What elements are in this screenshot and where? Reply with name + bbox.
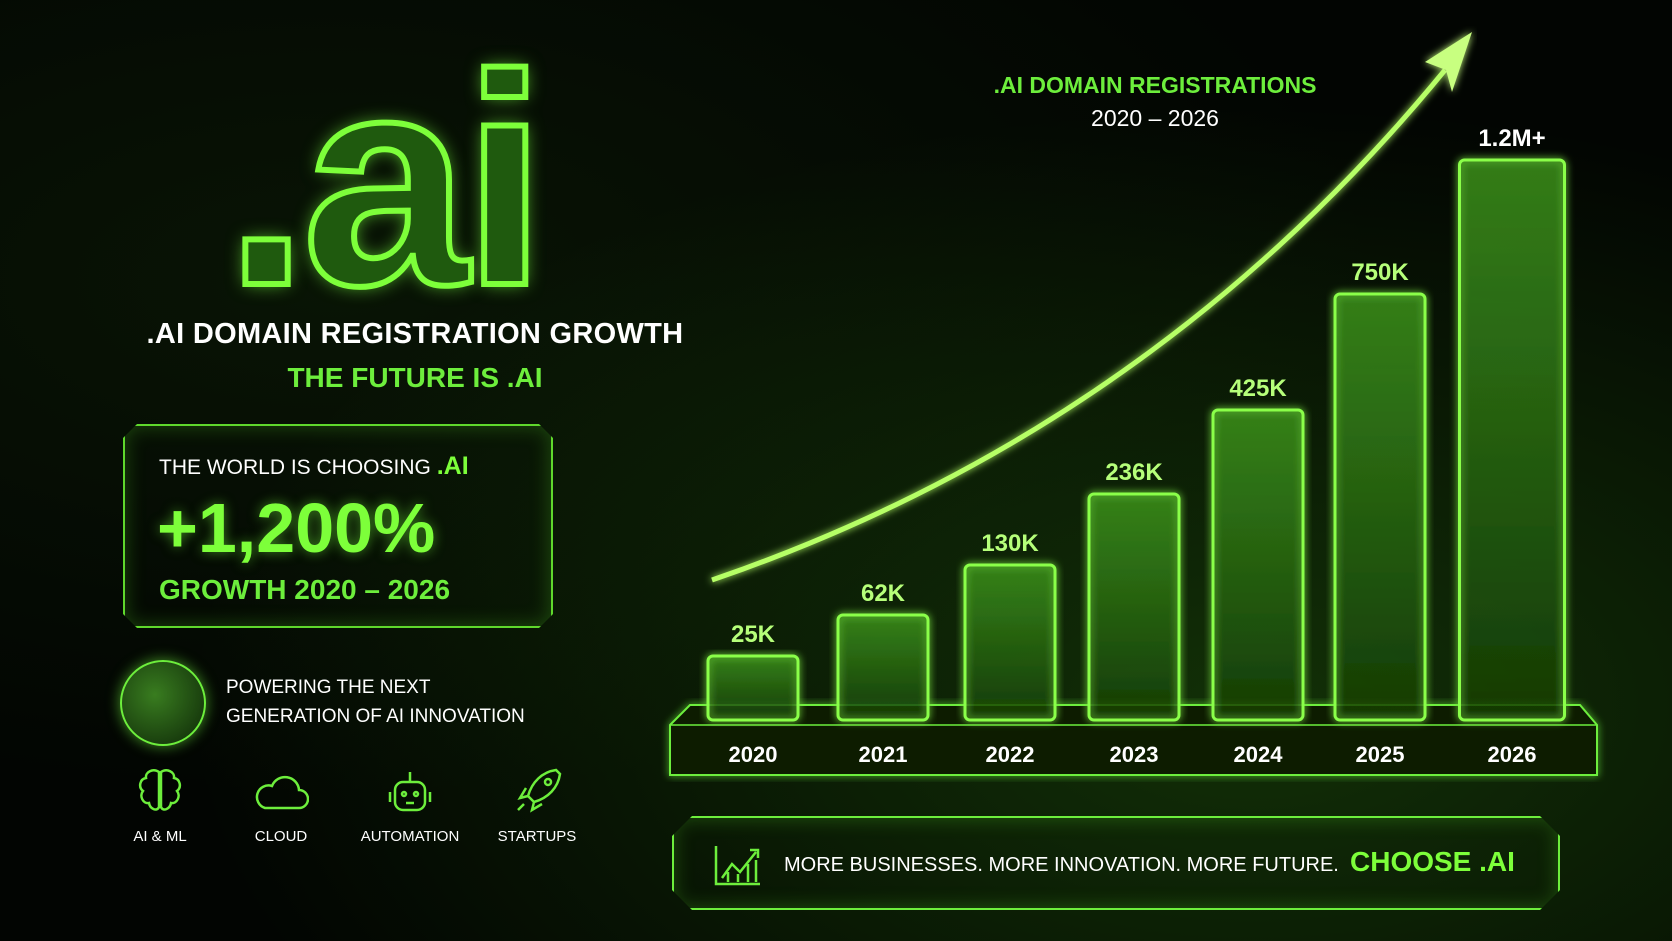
data-label-2026: 1.2M+ xyxy=(1478,125,1545,152)
category-ai-ml: AI & ML xyxy=(95,768,225,845)
year-label-2025: 2025 xyxy=(1356,742,1405,767)
category-startups: STARTUPS xyxy=(472,768,602,845)
bar-2026 xyxy=(1458,158,1566,722)
category-cloud: CLOUD xyxy=(216,768,346,845)
bar-2021 xyxy=(836,613,930,722)
trend-arrow-head xyxy=(1425,32,1472,92)
category-label: CLOUD xyxy=(254,828,308,845)
year-label-2026: 2026 xyxy=(1488,742,1537,767)
category-label: AUTOMATION xyxy=(360,828,460,845)
ai-logo: .ai xyxy=(222,12,550,348)
stat-caption: GROWTH 2020 – 2026 xyxy=(159,574,451,605)
chart-subtitle: 2020 – 2026 xyxy=(1091,105,1219,131)
banner-text: MORE BUSINESSES. MORE INNOVATION. MORE F… xyxy=(784,854,1339,876)
data-label-2020: 25K xyxy=(731,621,776,648)
category-automation: AUTOMATION xyxy=(345,768,475,845)
data-label-2021: 62K xyxy=(861,580,906,607)
trend-arrow xyxy=(711,68,1447,583)
bars-group: 25K 2020 62K 2021 130K 2022 236K 2023 425K 2024 75… xyxy=(706,125,1566,767)
data-label-2025: 750K xyxy=(1351,259,1409,286)
powering-line2: GENERATION OF AI INNOVATION xyxy=(226,706,525,727)
data-label-2024: 425K xyxy=(1229,375,1287,402)
bar-2024 xyxy=(1211,408,1305,722)
bar-2023 xyxy=(1087,492,1181,722)
rocket-icon xyxy=(517,768,562,813)
chart-title: .AI DOMAIN REGISTRATIONS xyxy=(993,72,1317,98)
growth-stat-box: THE WORLD IS CHOOSING .AI +1,200% GROWTH… xyxy=(123,424,553,628)
growth-chart-icon xyxy=(714,844,762,886)
main-title: .AI DOMAIN REGISTRATION GROWTH xyxy=(146,318,684,350)
choose-ai-link[interactable]: CHOOSE .AI xyxy=(1350,846,1515,877)
globe-icon xyxy=(120,660,206,746)
category-label: AI & ML xyxy=(133,828,187,845)
stat-value: +1,200% xyxy=(157,489,436,567)
cta-banner: MORE BUSINESSES. MORE INNOVATION. MORE F… xyxy=(672,816,1560,910)
robot-icon xyxy=(388,772,432,812)
category-label: STARTUPS xyxy=(497,828,577,845)
stat-intro-text: THE WORLD IS CHOOSING xyxy=(159,456,431,479)
data-label-2022: 130K xyxy=(981,530,1039,557)
main-subtitle: THE FUTURE IS .AI xyxy=(287,362,543,393)
year-label-2020: 2020 xyxy=(729,742,778,767)
powering-line1: POWERING THE NEXT xyxy=(226,677,431,698)
stat-intro: THE WORLD IS CHOOSING .AI xyxy=(159,452,469,481)
year-label-2022: 2022 xyxy=(986,742,1035,767)
year-label-2021: 2021 xyxy=(859,742,908,767)
data-label-2023: 236K xyxy=(1105,459,1163,486)
powering-text: POWERING THE NEXT GENERATION OF AI INNOV… xyxy=(226,673,525,731)
stat-intro-accent: .AI xyxy=(436,452,469,480)
cloud-icon xyxy=(255,775,309,810)
year-label-2023: 2023 xyxy=(1110,742,1159,767)
bar-2022 xyxy=(963,563,1057,722)
bar-2025 xyxy=(1333,292,1427,722)
brain-icon xyxy=(138,769,182,811)
bar-2020 xyxy=(706,654,800,722)
year-label-2024: 2024 xyxy=(1234,742,1284,767)
